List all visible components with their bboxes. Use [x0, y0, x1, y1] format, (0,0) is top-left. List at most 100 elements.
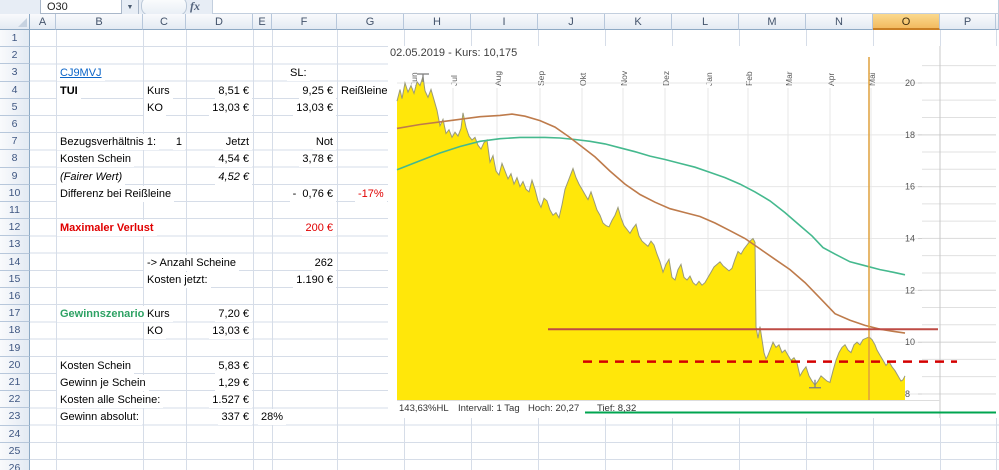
- cell-C17[interactable]: Kurs: [144, 306, 173, 323]
- row-header-13[interactable]: 13: [0, 236, 30, 254]
- cell-B9[interactable]: (Fairer Wert): [57, 168, 126, 185]
- cell-F5[interactable]: 13,03 €: [293, 99, 336, 116]
- cell-F12[interactable]: 200 €: [302, 220, 336, 237]
- cell-D9[interactable]: 4,52 €: [215, 168, 252, 185]
- column-header-F[interactable]: F: [272, 14, 337, 30]
- row-header-11[interactable]: 11: [0, 202, 30, 220]
- x-axis-label: Sep: [536, 71, 546, 86]
- cell-C5[interactable]: KO: [144, 99, 166, 116]
- column-header-K[interactable]: K: [605, 14, 672, 30]
- cell-B17[interactable]: Gewinnszenario:: [57, 306, 152, 323]
- row-header-7[interactable]: 7: [0, 133, 30, 151]
- column-header-B[interactable]: B: [56, 14, 143, 30]
- row-header-6[interactable]: 6: [0, 116, 30, 134]
- column-header-H[interactable]: H: [404, 14, 471, 30]
- select-all-corner[interactable]: [0, 14, 30, 30]
- column-header-A[interactable]: A: [30, 14, 56, 30]
- formula-toolbar: O30 ▼ fx: [0, 0, 999, 16]
- cell-B8[interactable]: Kosten Schein: [57, 151, 134, 168]
- cell-B21[interactable]: Gewinn je Schein: [57, 375, 149, 391]
- cell-C4[interactable]: Kurs: [144, 82, 173, 99]
- cell-B12[interactable]: Maximaler Verlust: [57, 220, 157, 237]
- row-header-12[interactable]: 12: [0, 219, 30, 237]
- cell-D8[interactable]: 4,54 €: [215, 151, 252, 168]
- column-header-E[interactable]: E: [253, 14, 272, 30]
- cell-B20[interactable]: Kosten Schein: [57, 357, 134, 374]
- cell-C14[interactable]: -> Anzahl Scheine: [144, 254, 239, 271]
- cell-G4[interactable]: Reißleine: [338, 82, 391, 99]
- cell-D20[interactable]: 5,83 €: [215, 357, 252, 374]
- column-header-O[interactable]: O: [873, 14, 940, 30]
- row-header-10[interactable]: 10: [0, 184, 30, 202]
- row-header-9[interactable]: 9: [0, 167, 30, 185]
- cell-D23[interactable]: 337 €: [218, 409, 252, 426]
- cell-F4[interactable]: 9,25 €: [299, 82, 336, 99]
- insert-function-icon[interactable]: fx: [190, 0, 200, 13]
- row-header-3[interactable]: 3: [0, 64, 30, 82]
- chart-stat-intervall: Intervall: 1 Tag: [458, 403, 520, 414]
- row-header-8[interactable]: 8: [0, 150, 30, 168]
- row-header-4[interactable]: 4: [0, 81, 30, 99]
- cell-D22[interactable]: 1.527 €: [209, 392, 252, 409]
- column-header-G[interactable]: G: [337, 14, 404, 30]
- cell-B4[interactable]: TUI: [57, 82, 81, 99]
- cell-D17[interactable]: 7,20 €: [215, 306, 252, 323]
- row-header-5[interactable]: 5: [0, 98, 30, 116]
- cell-F14[interactable]: 262: [311, 254, 336, 271]
- column-header-J[interactable]: J: [538, 14, 605, 30]
- row-header-16[interactable]: 16: [0, 288, 30, 306]
- cell-D4[interactable]: 8,51 €: [215, 82, 252, 99]
- cell-B10[interactable]: Differenz bei Reißleine: [57, 185, 175, 202]
- cell-C7[interactable]: 1: [172, 134, 185, 151]
- cell-F15[interactable]: 1.190 €: [293, 271, 336, 288]
- y-axis-label: 8: [905, 389, 910, 399]
- row-header-2[interactable]: 2: [0, 47, 30, 65]
- cell-F3[interactable]: SL:: [287, 65, 310, 82]
- row-header-22[interactable]: 22: [0, 391, 30, 409]
- cell-B7[interactable]: Bezugsverhältnis 1:: [57, 134, 159, 151]
- column-header-L[interactable]: L: [672, 14, 739, 30]
- row-header-17[interactable]: 17: [0, 305, 30, 323]
- cell-D18[interactable]: 13,03 €: [209, 323, 252, 340]
- column-header-D[interactable]: D: [186, 14, 253, 30]
- cell-G10[interactable]: -17%: [355, 185, 387, 202]
- cell-F8[interactable]: 3,78 €: [299, 151, 336, 168]
- column-header-N[interactable]: N: [806, 14, 873, 30]
- cell-E23[interactable]: 28%: [258, 409, 287, 426]
- row-header-26[interactable]: 26: [0, 460, 30, 470]
- row-header-19[interactable]: 19: [0, 339, 30, 357]
- x-axis-label: Mai: [867, 72, 877, 86]
- row-header-14[interactable]: 14: [0, 253, 30, 271]
- row-header-15[interactable]: 15: [0, 270, 30, 288]
- row-header-1[interactable]: 1: [0, 30, 30, 48]
- column-header-M[interactable]: M: [739, 14, 806, 30]
- column-header-I[interactable]: I: [471, 14, 538, 30]
- row-header-24[interactable]: 24: [0, 425, 30, 443]
- cell-F10[interactable]: - 0,76 €: [289, 185, 336, 202]
- cell-F7[interactable]: Not: [312, 134, 336, 151]
- cell-D5[interactable]: 13,03 €: [209, 99, 252, 116]
- chart-stat-tief: Tief: 8,32: [597, 403, 637, 414]
- name-box[interactable]: O30: [40, 0, 122, 14]
- stock-chart[interactable]: Jun Jul Aug Sep Okt Nov Dez Jan Feb Mar Apr Mai 20 18…: [388, 46, 999, 418]
- row-header-18[interactable]: 18: [0, 322, 30, 340]
- cell-D7[interactable]: Jetzt: [222, 134, 252, 151]
- row-header-23[interactable]: 23: [0, 408, 30, 426]
- column-header-P[interactable]: P: [940, 14, 996, 30]
- price-area: [397, 76, 905, 400]
- price-line: [396, 76, 906, 386]
- column-header-C[interactable]: C: [143, 14, 186, 30]
- cell-D21[interactable]: 1,29 €: [215, 375, 252, 391]
- cell-B23[interactable]: Gewinn absolut:: [57, 409, 142, 426]
- y-axis-label: 12: [905, 285, 915, 295]
- chart-stat-hl: 143,63%HL: [399, 403, 449, 414]
- formula-bar-input[interactable]: [212, 0, 999, 14]
- row-header-21[interactable]: 21: [0, 374, 30, 392]
- cell-B3[interactable]: CJ9MVJ: [57, 65, 105, 82]
- cell-C15[interactable]: Kosten jetzt:: [144, 271, 211, 288]
- cell-C18[interactable]: KO: [144, 323, 166, 340]
- row-header-25[interactable]: 25: [0, 442, 30, 460]
- row-header-20[interactable]: 20: [0, 356, 30, 374]
- cell-B22[interactable]: Kosten alle Scheine:: [57, 392, 164, 409]
